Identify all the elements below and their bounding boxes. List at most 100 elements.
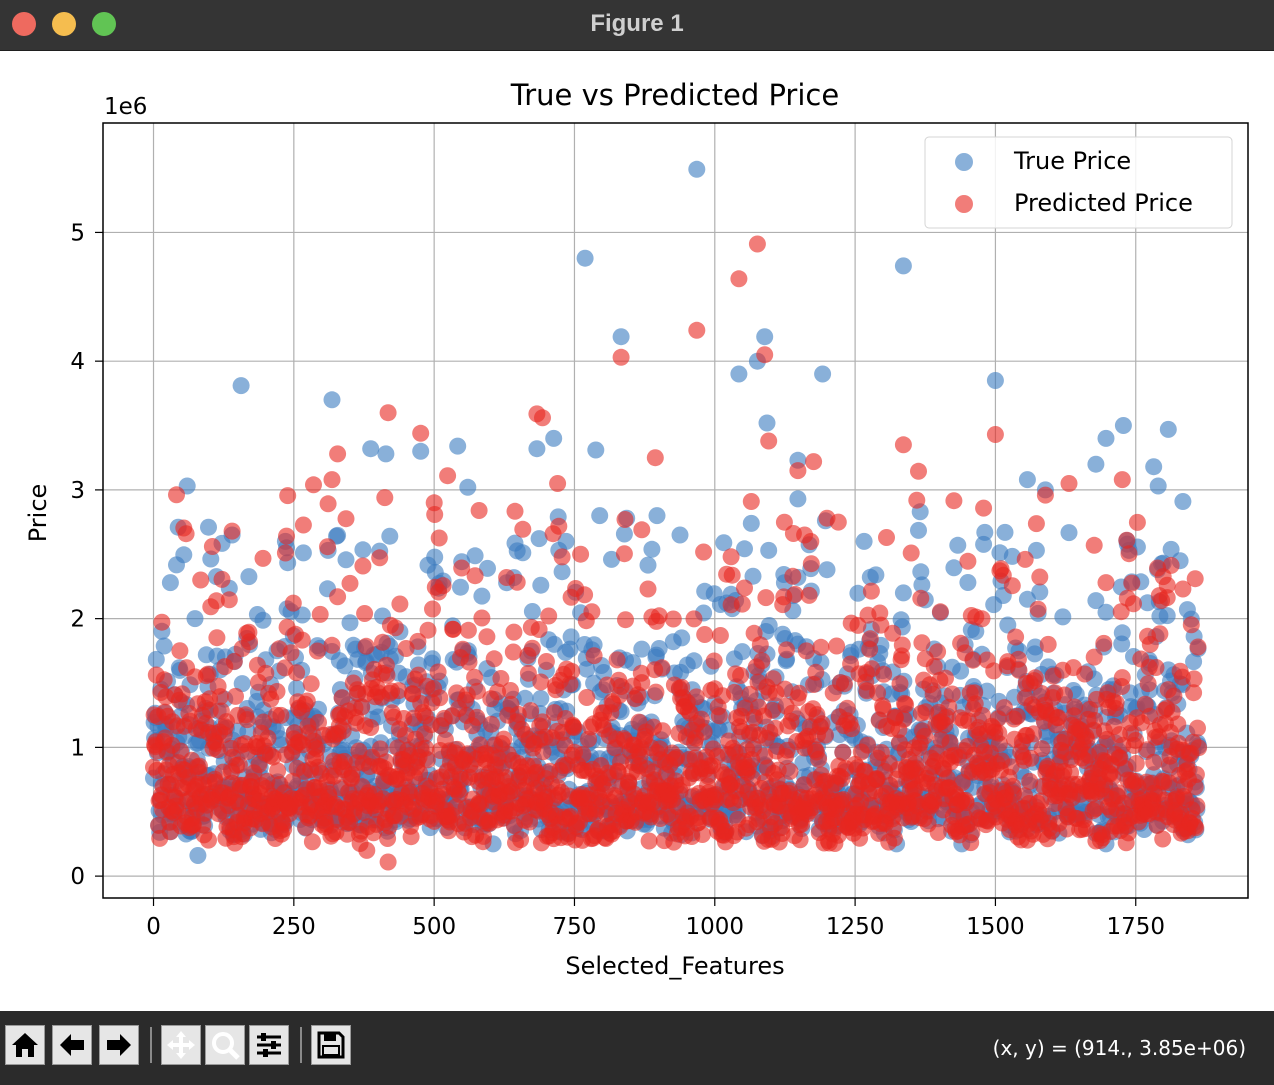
true-price-point bbox=[587, 441, 605, 459]
predicted-price-point bbox=[553, 548, 571, 566]
predicted-price-point bbox=[1118, 531, 1136, 549]
predicted-price-point bbox=[781, 762, 799, 780]
predicted-price-point bbox=[454, 640, 472, 658]
predicted-price-point bbox=[736, 579, 753, 597]
true-price-point bbox=[1162, 540, 1180, 558]
true-price-point bbox=[894, 584, 912, 602]
pan-button[interactable] bbox=[161, 1025, 201, 1065]
predicted-price-point bbox=[302, 675, 320, 693]
predicted-price-point bbox=[1060, 475, 1078, 492]
predicted-price-point bbox=[1182, 616, 1200, 634]
predicted-price-point bbox=[268, 683, 286, 700]
true-price-point bbox=[867, 566, 885, 584]
true-price-point bbox=[849, 584, 867, 602]
predicted-price-point bbox=[254, 549, 272, 567]
true-price-point bbox=[1003, 547, 1021, 565]
predicted-price-point bbox=[523, 639, 541, 657]
predicted-price-point bbox=[376, 489, 394, 507]
predicted-price-point bbox=[1189, 638, 1207, 656]
true-price-point bbox=[377, 445, 395, 463]
predicted-price-point bbox=[434, 577, 452, 595]
predicted-price-point bbox=[800, 586, 818, 604]
predicted-price-point bbox=[390, 682, 408, 700]
forward-button[interactable] bbox=[99, 1025, 139, 1065]
window-titlebar: Figure 1 bbox=[0, 0, 1274, 51]
predicted-price-point bbox=[1095, 634, 1113, 652]
predicted-price-point bbox=[534, 743, 552, 761]
x-tick-label: 250 bbox=[272, 914, 316, 940]
x-tick-label: 1250 bbox=[826, 914, 885, 940]
legend-true-label: True Price bbox=[1013, 147, 1131, 175]
predicted-price-point bbox=[654, 722, 672, 740]
magnifier-icon bbox=[212, 1032, 240, 1060]
predicted-price-point bbox=[1032, 792, 1050, 810]
predicted-price-point bbox=[1154, 830, 1172, 848]
true-price-point bbox=[650, 640, 668, 657]
true-price-point bbox=[528, 440, 546, 458]
true-price-point bbox=[1018, 471, 1036, 489]
predicted-price-point bbox=[522, 702, 540, 720]
figure-canvas[interactable]: 0 250 500 750 1000 1250 1500 1750 0 1 2 3 4 5 True v… bbox=[0, 51, 1274, 1011]
predicted-price-point bbox=[1112, 603, 1130, 621]
predicted-price-point bbox=[695, 723, 713, 741]
configure-subplots-button[interactable] bbox=[249, 1025, 289, 1065]
predicted-price-point bbox=[893, 636, 911, 654]
predicted-price-point bbox=[1113, 669, 1131, 687]
predicted-price-point bbox=[460, 653, 478, 671]
true-price-point bbox=[952, 662, 970, 680]
predicted-price-point bbox=[576, 586, 594, 604]
true-price-point bbox=[715, 534, 733, 552]
predicted-price-point bbox=[1123, 574, 1141, 592]
predicted-price-point bbox=[255, 713, 272, 731]
predicted-price-point bbox=[834, 744, 852, 761]
predicted-price-point bbox=[505, 623, 523, 641]
true-price-point bbox=[479, 559, 496, 577]
true-price-point bbox=[1174, 493, 1192, 510]
back-button[interactable] bbox=[52, 1025, 92, 1065]
true-price-point bbox=[1159, 420, 1177, 438]
maximize-window-button[interactable] bbox=[92, 12, 116, 36]
predicted-price-point bbox=[492, 670, 510, 687]
predicted-price-point bbox=[337, 510, 355, 528]
predicted-price-point bbox=[1097, 574, 1115, 592]
close-window-button[interactable] bbox=[12, 12, 36, 36]
true-price-point bbox=[744, 567, 762, 585]
zoom-button[interactable] bbox=[205, 1025, 245, 1065]
true-price-point bbox=[449, 437, 467, 455]
predicted-price-point bbox=[756, 346, 774, 364]
minimize-window-button[interactable] bbox=[52, 12, 76, 36]
true-price-point bbox=[1031, 583, 1049, 601]
predicted-price-point bbox=[617, 611, 634, 629]
predicted-price-point bbox=[710, 707, 728, 725]
predicted-price-point bbox=[764, 701, 782, 719]
predicted-price-point bbox=[489, 683, 507, 701]
predicted-price-point bbox=[1145, 753, 1163, 771]
save-button[interactable] bbox=[311, 1025, 351, 1065]
predicted-price-point bbox=[223, 522, 241, 540]
predicted-price-point bbox=[272, 706, 290, 724]
predicted-price-point bbox=[912, 589, 930, 607]
predicted-price-point bbox=[269, 762, 287, 780]
predicted-price-point bbox=[916, 727, 934, 745]
predicted-price-point bbox=[241, 633, 258, 651]
predicted-price-point bbox=[293, 631, 311, 649]
predicted-price-point bbox=[1008, 707, 1026, 725]
predicted-price-point bbox=[173, 685, 191, 703]
home-button[interactable] bbox=[5, 1025, 45, 1065]
predicted-price-point bbox=[1031, 568, 1049, 586]
predicted-price-point bbox=[975, 499, 993, 517]
predicted-price-point bbox=[335, 752, 353, 770]
true-price-point bbox=[1097, 429, 1115, 447]
predicted-price-point bbox=[362, 719, 380, 736]
predicted-price-point bbox=[1147, 659, 1165, 676]
x-tick-label: 1500 bbox=[966, 914, 1025, 940]
predicted-price-point bbox=[1002, 758, 1020, 776]
predicted-price-point bbox=[908, 491, 926, 509]
predicted-price-point bbox=[334, 722, 352, 740]
predicted-price-point bbox=[278, 527, 295, 545]
predicted-price-point bbox=[1039, 830, 1057, 848]
predicted-price-point bbox=[532, 673, 550, 691]
predicted-price-point bbox=[258, 772, 276, 790]
predicted-price-point bbox=[725, 683, 743, 701]
predicted-price-point bbox=[742, 493, 760, 510]
